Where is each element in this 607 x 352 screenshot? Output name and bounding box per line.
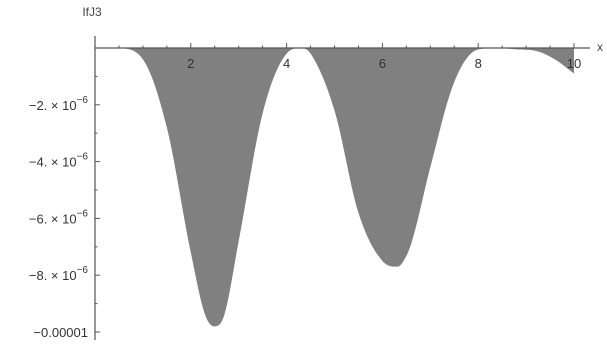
y-tick-label: −8. × 10−6: [29, 265, 89, 283]
x-tick-label: 6: [379, 56, 386, 71]
y-tick-label: −2. × 10−6: [29, 95, 89, 113]
x-tick-label: 2: [187, 56, 194, 71]
y-axis-title: IfJ3: [82, 5, 102, 19]
ticks-layer: [95, 43, 575, 333]
y-tick-label: −4. × 10−6: [29, 152, 89, 170]
series-area: [95, 48, 574, 327]
x-tick-label: 10: [567, 56, 581, 71]
axes-layer: [94, 36, 590, 340]
y-tick-label: −0.00001: [33, 325, 88, 340]
x-tick-label: 4: [283, 56, 290, 71]
area-layer: [95, 48, 574, 327]
x-tick-label: 8: [475, 56, 482, 71]
x-axis-title: x: [597, 40, 603, 54]
labels-layer: 2 4 6 8 10 −2. × 10−6 −4. × 10−6 −6. × 10−6 −8. …: [29, 5, 603, 340]
y-tick-label: −6. × 10−6: [29, 208, 89, 226]
